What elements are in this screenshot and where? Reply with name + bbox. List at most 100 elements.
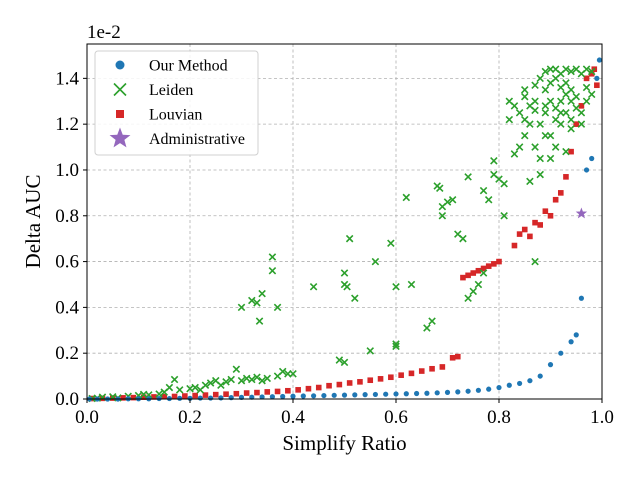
point-leiden xyxy=(567,115,575,124)
point-louvian xyxy=(542,208,549,214)
y-tick-label: 1.2 xyxy=(55,114,79,135)
point-louvian xyxy=(511,242,518,249)
point-leiden xyxy=(474,280,483,289)
point-our-method xyxy=(352,392,358,398)
point-administrative xyxy=(575,207,588,219)
point-louvian xyxy=(285,387,291,394)
point-leiden xyxy=(387,239,395,248)
point-our-method xyxy=(568,339,574,345)
point-leiden xyxy=(407,280,416,289)
point-leiden xyxy=(345,234,354,243)
point-louvian xyxy=(568,148,574,155)
point-our-method xyxy=(558,350,564,356)
point-our-method xyxy=(578,295,585,301)
point-leiden xyxy=(515,108,524,117)
point-louvian xyxy=(563,174,569,180)
point-leiden xyxy=(253,299,261,307)
point-leiden xyxy=(562,65,570,73)
point-leiden xyxy=(536,120,544,128)
point-our-method xyxy=(331,392,337,398)
point-louvian xyxy=(264,389,271,395)
point-louvian xyxy=(465,272,471,279)
point-leiden xyxy=(289,370,297,378)
point-leiden xyxy=(505,115,514,124)
y-tick-label: 0.0 xyxy=(55,389,79,410)
point-our-method xyxy=(589,155,595,162)
point-louvian xyxy=(475,267,482,274)
point-leiden xyxy=(206,379,215,387)
data-series xyxy=(86,57,603,403)
legend-marker-louvian xyxy=(116,110,124,118)
y-scale-exponent-label: 1e-2 xyxy=(87,22,121,43)
point-our-method xyxy=(455,389,461,395)
point-our-method xyxy=(465,388,471,394)
point-louvian xyxy=(470,270,477,276)
point-leiden xyxy=(340,358,349,367)
point-leiden xyxy=(541,131,550,140)
point-leiden xyxy=(510,102,519,110)
point-leiden xyxy=(464,294,472,302)
point-leiden xyxy=(232,365,241,373)
point-our-method xyxy=(414,390,420,397)
point-louvian xyxy=(480,265,487,272)
y-tick-label: 1.0 xyxy=(55,160,79,181)
x-tick-label: 0.4 xyxy=(281,407,305,428)
point-leiden xyxy=(541,102,550,110)
point-louvian xyxy=(130,394,137,401)
point-our-method xyxy=(517,380,523,387)
point-louvian xyxy=(336,381,343,388)
point-louvian xyxy=(388,374,394,381)
point-leiden xyxy=(582,65,591,73)
point-our-method xyxy=(321,392,327,399)
point-leiden xyxy=(217,381,225,390)
point-louvian xyxy=(377,376,384,382)
point-louvian xyxy=(243,390,250,396)
point-leiden xyxy=(531,81,539,89)
point-leiden xyxy=(191,383,199,392)
legend-box xyxy=(94,50,259,156)
point-louvian xyxy=(357,379,363,385)
point-leiden xyxy=(562,147,570,156)
point-leiden xyxy=(402,193,411,202)
point-our-method xyxy=(259,394,265,400)
point-leiden xyxy=(526,177,534,186)
point-our-method xyxy=(177,395,183,401)
point-leiden xyxy=(500,179,508,188)
point-leiden xyxy=(263,374,272,383)
point-leiden xyxy=(273,303,282,312)
point-louvian xyxy=(521,226,528,233)
point-louvian xyxy=(182,393,188,399)
point-louvian xyxy=(161,393,168,400)
point-louvian xyxy=(460,274,466,281)
point-louvian xyxy=(527,233,533,240)
point-our-method xyxy=(300,393,306,399)
point-leiden xyxy=(536,170,544,179)
point-our-method xyxy=(444,389,451,395)
point-leiden xyxy=(551,143,560,151)
point-our-method xyxy=(403,391,409,397)
point-leiden xyxy=(541,67,550,76)
point-louvian xyxy=(192,392,198,399)
series-administrative xyxy=(575,207,588,219)
point-leiden xyxy=(557,83,565,92)
point-leiden xyxy=(490,157,498,165)
point-leiden xyxy=(515,143,524,151)
point-our-method xyxy=(596,57,603,63)
point-leiden xyxy=(351,294,359,302)
point-louvian xyxy=(367,377,374,384)
point-leiden xyxy=(520,131,529,140)
point-leiden xyxy=(464,173,472,181)
point-leiden xyxy=(340,269,349,277)
point-leiden xyxy=(469,287,478,296)
point-leiden xyxy=(423,324,431,332)
point-louvian xyxy=(109,395,116,401)
point-louvian xyxy=(485,263,492,269)
point-leiden xyxy=(531,97,539,106)
point-leiden xyxy=(255,317,264,325)
point-leiden xyxy=(531,143,539,151)
point-leiden xyxy=(268,253,277,261)
point-leiden xyxy=(343,283,351,291)
point-our-method xyxy=(290,393,296,399)
point-leiden xyxy=(577,120,586,128)
point-louvian xyxy=(496,258,502,265)
